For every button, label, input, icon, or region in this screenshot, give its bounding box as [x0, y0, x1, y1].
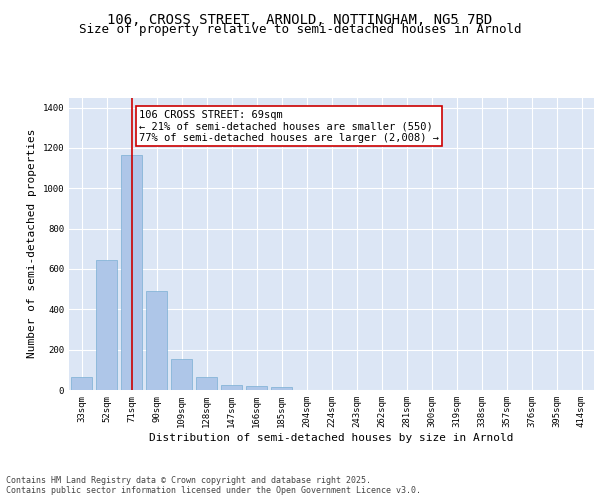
Bar — [196, 378, 217, 390]
Text: 106, CROSS STREET, ARNOLD, NOTTINGHAM, NG5 7BD: 106, CROSS STREET, ARNOLD, NOTTINGHAM, N… — [107, 12, 493, 26]
Bar — [221, 385, 242, 390]
Text: Size of property relative to semi-detached houses in Arnold: Size of property relative to semi-detach… — [79, 24, 521, 36]
Bar — [146, 291, 167, 390]
Y-axis label: Number of semi-detached properties: Number of semi-detached properties — [27, 129, 37, 358]
Text: Contains HM Land Registry data © Crown copyright and database right 2025.
Contai: Contains HM Land Registry data © Crown c… — [6, 476, 421, 495]
Text: 106 CROSS STREET: 69sqm
← 21% of semi-detached houses are smaller (550)
77% of s: 106 CROSS STREET: 69sqm ← 21% of semi-de… — [139, 110, 439, 143]
Bar — [121, 155, 142, 390]
Bar — [171, 358, 192, 390]
Bar — [96, 260, 117, 390]
Bar — [271, 387, 292, 390]
X-axis label: Distribution of semi-detached houses by size in Arnold: Distribution of semi-detached houses by … — [149, 432, 514, 442]
Bar — [71, 377, 92, 390]
Bar — [246, 386, 267, 390]
